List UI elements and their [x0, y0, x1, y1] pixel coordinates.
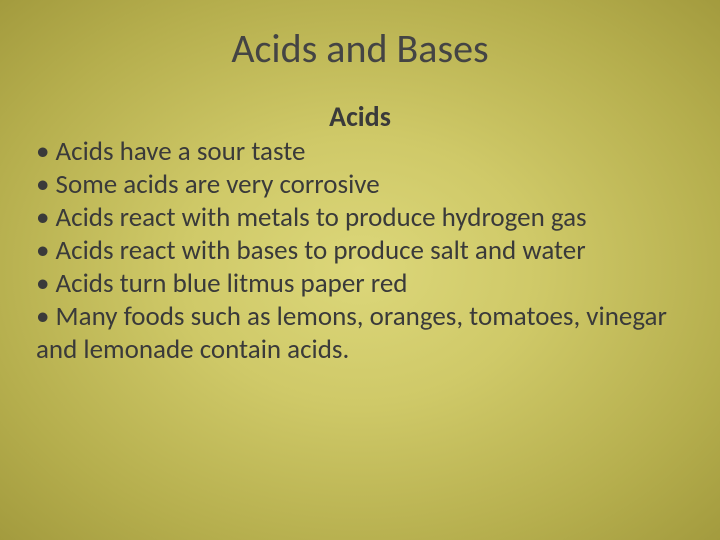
- bullet-item: • Some acids are very corrosive: [36, 169, 684, 202]
- bullet-item: • Acids react with metals to produce hyd…: [36, 202, 684, 235]
- bullet-item: • Acids have a sour taste: [36, 136, 684, 169]
- slide-body: • Acids have a sour taste • Some acids a…: [36, 136, 684, 367]
- bullet-item: • Acids turn blue litmus paper red: [36, 268, 684, 301]
- bullet-item: • Many foods such as lemons, oranges, to…: [36, 301, 684, 367]
- slide: Acids and Bases Acids • Acids have a sou…: [0, 0, 720, 540]
- slide-title: Acids and Bases: [36, 0, 684, 81]
- slide-subheading: Acids: [36, 99, 684, 134]
- bullet-item: • Acids react with bases to produce salt…: [36, 235, 684, 268]
